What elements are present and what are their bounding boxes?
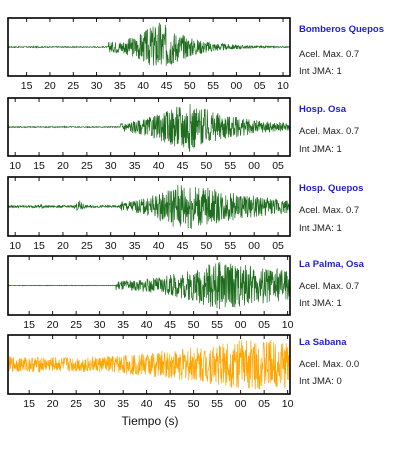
station-name-hosp-osa: Hosp. Osa [299, 104, 346, 115]
tick-label: 05 [272, 240, 284, 252]
waveform-bomberos-quepos [7, 22, 291, 66]
tick-label: 15 [23, 319, 35, 331]
tick-label: 10 [277, 80, 289, 92]
accel-max-la-palma-osa: Acel. Max. 0.7 [299, 281, 360, 292]
tick-label: 10 [282, 398, 294, 410]
tick-label: 50 [201, 240, 213, 252]
tick-label: 00 [235, 319, 247, 331]
tick-label: 55 [207, 80, 219, 92]
tick-label: 45 [164, 398, 176, 410]
tick-label: 45 [164, 319, 176, 331]
tick-label: 20 [44, 80, 56, 92]
tick-label: 55 [211, 398, 223, 410]
tick-label: 35 [114, 80, 126, 92]
tick-label: 25 [81, 160, 93, 172]
tick-label: 10 [9, 160, 21, 172]
tick-label: 15 [33, 240, 45, 252]
tick-label: 00 [235, 398, 247, 410]
tick-label: 50 [188, 319, 200, 331]
tick-label: 25 [70, 319, 82, 331]
jma-intensity-la-sabana: Int JMA: 0 [299, 376, 342, 387]
tick-label: 30 [91, 80, 103, 92]
tick-label: 15 [23, 398, 35, 410]
tick-label: 45 [161, 80, 173, 92]
accel-max-bomberos-quepos: Acel. Max. 0.7 [299, 49, 360, 60]
tick-label: 55 [211, 319, 223, 331]
tick-label: 45 [177, 240, 189, 252]
tick-label: 40 [141, 398, 153, 410]
jma-intensity-la-palma-osa: Int JMA: 1 [299, 298, 342, 309]
tick-label: 50 [184, 80, 196, 92]
tick-label: 40 [153, 160, 165, 172]
tick-label: 50 [188, 398, 200, 410]
tick-label: 55 [224, 160, 236, 172]
tick-label: 30 [105, 160, 117, 172]
panel-frame-hosp-quepos [7, 176, 291, 237]
tick-label: 15 [21, 80, 33, 92]
tick-label: 10 [9, 240, 21, 252]
accel-max-hosp-osa: Acel. Max. 0.7 [299, 126, 360, 137]
tick-label: 00 [248, 160, 260, 172]
waveform-hosp-quepos [7, 184, 291, 229]
station-name-la-sabana: La Sabana [299, 337, 347, 348]
waveform-hosp-osa [7, 103, 291, 152]
tick-label: 25 [81, 240, 93, 252]
jma-intensity-hosp-osa: Int JMA: 1 [299, 144, 342, 155]
panel-frame-bomberos-quepos [7, 17, 291, 77]
tick-label: 25 [67, 80, 79, 92]
waveform-la-sabana [7, 339, 291, 390]
tick-label: 00 [231, 80, 243, 92]
jma-intensity-bomberos-quepos: Int JMA: 1 [299, 66, 342, 77]
tick-label: 55 [224, 240, 236, 252]
tick-label: 50 [201, 160, 213, 172]
x-axis-label: Tiempo (s) [121, 414, 179, 428]
tick-label: 20 [47, 398, 59, 410]
tick-label: 10 [282, 319, 294, 331]
tick-label: 30 [94, 319, 106, 331]
accel-max-la-sabana: Acel. Max. 0.0 [299, 359, 360, 370]
accel-max-hosp-quepos: Acel. Max. 0.7 [299, 205, 360, 216]
station-name-bomberos-quepos: Bomberos Quepos [299, 24, 384, 35]
tick-label: 40 [153, 240, 165, 252]
jma-intensity-hosp-quepos: Int JMA: 1 [299, 223, 342, 234]
panel-frame-hosp-osa [7, 97, 291, 157]
tick-label: 40 [141, 319, 153, 331]
tick-label: 05 [254, 80, 266, 92]
tick-label: 40 [137, 80, 149, 92]
panel-frame-la-sabana [7, 334, 291, 395]
tick-label: 35 [117, 398, 129, 410]
tick-label: 45 [177, 160, 189, 172]
tick-label: 25 [70, 398, 82, 410]
tick-label: 30 [94, 398, 106, 410]
tick-label: 35 [129, 240, 141, 252]
tick-label: 35 [129, 160, 141, 172]
waveform-la-palma-osa [7, 261, 291, 310]
tick-label: 00 [248, 240, 260, 252]
tick-label: 30 [105, 240, 117, 252]
tick-label: 15 [33, 160, 45, 172]
station-name-la-palma-osa: La Palma, Osa [299, 259, 364, 270]
panel-frame-la-palma-osa [7, 255, 291, 316]
tick-label: 05 [258, 398, 270, 410]
tick-label: 20 [57, 240, 69, 252]
tick-label: 05 [272, 160, 284, 172]
tick-label: 05 [258, 319, 270, 331]
tick-label: 20 [47, 319, 59, 331]
tick-label: 20 [57, 160, 69, 172]
station-name-hosp-quepos: Hosp. Quepos [299, 183, 364, 194]
tick-label: 35 [117, 319, 129, 331]
